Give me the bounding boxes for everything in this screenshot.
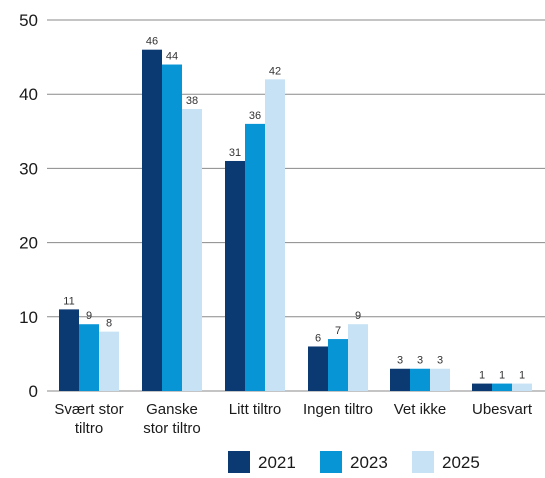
y-tick-label: 40 — [19, 85, 38, 104]
bar-2025-0 — [99, 331, 119, 391]
bar-2023-0 — [79, 324, 99, 391]
bar-2023-4 — [410, 368, 430, 391]
x-category-label: Ingen tiltro — [303, 401, 373, 418]
data-label: 8 — [106, 318, 112, 330]
data-label: 9 — [355, 310, 361, 322]
x-category-label: Litt tiltro — [229, 401, 282, 418]
data-label: 1 — [479, 370, 485, 382]
legend-swatch-2025 — [412, 451, 434, 473]
data-label: 1 — [499, 370, 505, 382]
bar-2021-2 — [225, 160, 245, 391]
bar-2025-3 — [348, 324, 368, 391]
bar-2023-3 — [328, 339, 348, 391]
legend-label: 2021 — [258, 453, 296, 472]
legend-swatch-2021 — [228, 451, 250, 473]
data-label: 9 — [86, 310, 92, 322]
data-label: 3 — [417, 355, 423, 367]
legend-label: 2025 — [442, 453, 480, 472]
x-category-label: Svært stor tiltro — [54, 401, 123, 437]
data-label: 31 — [229, 147, 241, 159]
y-tick-label: 20 — [19, 234, 38, 253]
data-label: 36 — [249, 110, 261, 122]
bar-2023-2 — [245, 123, 265, 391]
bars — [59, 49, 532, 392]
data-label: 3 — [397, 355, 403, 367]
data-label: 3 — [437, 355, 443, 367]
gridlines — [47, 19, 545, 392]
bar-2023-1 — [162, 64, 182, 392]
y-tick-label: 10 — [19, 308, 38, 327]
data-label: 1 — [519, 370, 525, 382]
x-category-label: Ubesvart — [472, 401, 533, 418]
data-label: 6 — [315, 332, 321, 344]
bar-2025-4 — [430, 368, 450, 391]
data-label: 11 — [63, 295, 74, 307]
x-axis-categories: Svært stor tiltro Ganske stor tiltro Litt ti… — [54, 401, 532, 437]
bar-2025-5 — [512, 383, 532, 391]
y-tick-label: 0 — [29, 382, 38, 401]
bar-2021-3 — [308, 346, 328, 391]
x-category-label: Vet ikke — [394, 401, 447, 418]
bar-2025-1 — [182, 109, 202, 391]
y-tick-label: 50 — [19, 11, 38, 30]
bar-2023-5 — [492, 383, 512, 391]
y-axis-ticks: 0 10 20 30 40 50 — [19, 11, 38, 401]
legend-label: 2023 — [350, 453, 388, 472]
y-tick-label: 30 — [19, 159, 38, 178]
legend-swatch-2023 — [320, 451, 342, 473]
bar-2021-1 — [142, 49, 162, 392]
bar-2021-0 — [59, 309, 79, 391]
data-label: 38 — [186, 95, 198, 107]
data-label: 46 — [146, 36, 158, 48]
data-label: 42 — [269, 65, 281, 77]
bar-2021-5 — [472, 383, 492, 391]
bar-2025-2 — [265, 79, 285, 392]
bar-2021-4 — [390, 368, 410, 391]
data-label: 7 — [335, 325, 341, 337]
data-label: 44 — [166, 51, 178, 63]
legend: 2021 2023 2025 — [228, 451, 480, 473]
x-category-label: Ganske stor tiltro — [143, 401, 201, 437]
